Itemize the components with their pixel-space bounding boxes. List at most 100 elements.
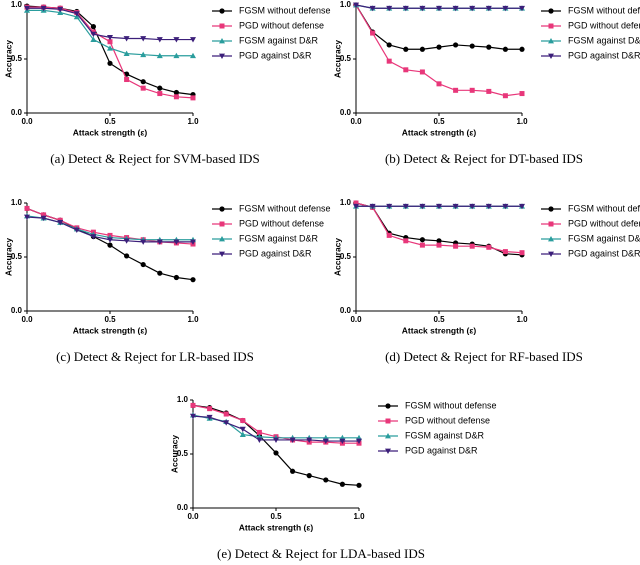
data-point: [73, 11, 80, 17]
data-point: [90, 24, 96, 30]
data-point: [339, 438, 346, 445]
data-point: [386, 232, 392, 238]
series-line: [192, 404, 360, 486]
data-point: [486, 88, 492, 94]
data-point: [452, 5, 459, 12]
x-axis-label: Attack strength (ε): [239, 522, 314, 532]
legend-marker: [548, 23, 554, 29]
x-tick-label: 1.0: [516, 117, 528, 126]
x-tick-label: 0.0: [350, 117, 362, 126]
legend-label: PGD against D&R: [239, 50, 312, 60]
data-point: [123, 238, 130, 244]
y-tick-label: 0.0: [11, 108, 23, 117]
data-point: [469, 5, 476, 12]
legend-label: FGSM against D&R: [568, 233, 640, 243]
data-point: [107, 45, 113, 51]
y-axis-label: Accuracy: [3, 238, 13, 277]
data-point: [403, 46, 409, 52]
data-point: [502, 249, 508, 255]
data-point: [403, 67, 409, 73]
data-point: [469, 203, 476, 210]
data-point: [353, 2, 359, 8]
legend-label: PGD without defense: [239, 218, 324, 228]
x-tick-label: 0.5: [104, 117, 116, 126]
data-point: [173, 274, 179, 281]
legend-marker: [385, 418, 391, 424]
data-point: [140, 85, 146, 91]
series-line: [27, 6, 194, 99]
y-tick-label: 0.5: [340, 54, 352, 63]
data-point: [419, 237, 425, 243]
data-point: [436, 5, 442, 12]
legend-marker: [548, 251, 554, 257]
legend-marker: [548, 8, 554, 14]
x-tick-label: 0.0: [21, 117, 33, 126]
legend-marker: [385, 403, 391, 409]
data-point: [57, 6, 64, 13]
data-point: [519, 46, 525, 52]
data-point: [156, 52, 163, 59]
caption: (a) Detect & Reject for SVM-based IDS: [50, 151, 259, 166]
x-tick-label: 1.0: [516, 315, 528, 324]
data-point: [436, 242, 442, 248]
data-point: [436, 203, 442, 210]
x-tick-label: 0.5: [104, 315, 116, 324]
data-point: [173, 94, 179, 100]
data-point: [140, 79, 146, 85]
data-point: [453, 243, 459, 249]
data-point: [140, 36, 147, 42]
data-point: [386, 58, 392, 64]
data-point: [386, 203, 393, 210]
series-line: [27, 7, 193, 41]
data-point: [453, 87, 459, 93]
legend-label: PGD without defense: [405, 415, 490, 425]
data-point: [107, 237, 113, 243]
data-point: [323, 477, 329, 483]
x-tick-label: 1.0: [187, 117, 199, 126]
data-point: [502, 5, 509, 12]
y-tick-label: 0.0: [340, 108, 352, 117]
data-point: [419, 242, 425, 248]
data-point: [90, 234, 97, 240]
x-tick-label: 0.5: [433, 315, 445, 324]
data-point: [386, 5, 393, 12]
legend-marker: [219, 8, 225, 14]
data-point: [353, 203, 359, 210]
legend-marker: [548, 53, 554, 59]
data-point: [24, 5, 30, 12]
data-point: [419, 203, 426, 210]
data-point: [256, 437, 263, 443]
data-point: [436, 81, 442, 87]
y-tick-label: 1.0: [177, 395, 189, 404]
y-axis-label: Accuracy: [332, 238, 342, 277]
data-point: [502, 203, 509, 210]
data-point: [156, 239, 163, 245]
data-point: [140, 51, 147, 58]
data-point: [419, 69, 425, 75]
data-point: [140, 239, 147, 245]
legend-marker: [219, 236, 225, 242]
x-tick-label: 0.0: [350, 315, 362, 324]
caption: (e) Detect & Reject for LDA-based IDS: [217, 546, 425, 561]
data-point: [485, 203, 492, 210]
data-point: [469, 43, 475, 49]
data-point: [502, 93, 508, 99]
y-tick-label: 0.5: [11, 54, 23, 63]
data-point: [190, 402, 196, 408]
data-point: [173, 37, 180, 43]
data-point: [339, 481, 345, 487]
x-tick-label: 0.0: [21, 315, 33, 324]
x-tick-label: 0.0: [187, 512, 199, 521]
x-axis-label: Attack strength (ε): [402, 127, 477, 137]
data-point: [90, 31, 97, 38]
data-point: [223, 411, 229, 417]
data-point: [290, 468, 296, 474]
data-point: [239, 426, 246, 433]
data-point: [223, 420, 230, 426]
data-point: [485, 5, 492, 12]
legend-marker: [385, 433, 391, 439]
data-point: [519, 5, 525, 12]
y-tick-label: 0.0: [340, 306, 352, 315]
legend-marker: [219, 251, 225, 257]
